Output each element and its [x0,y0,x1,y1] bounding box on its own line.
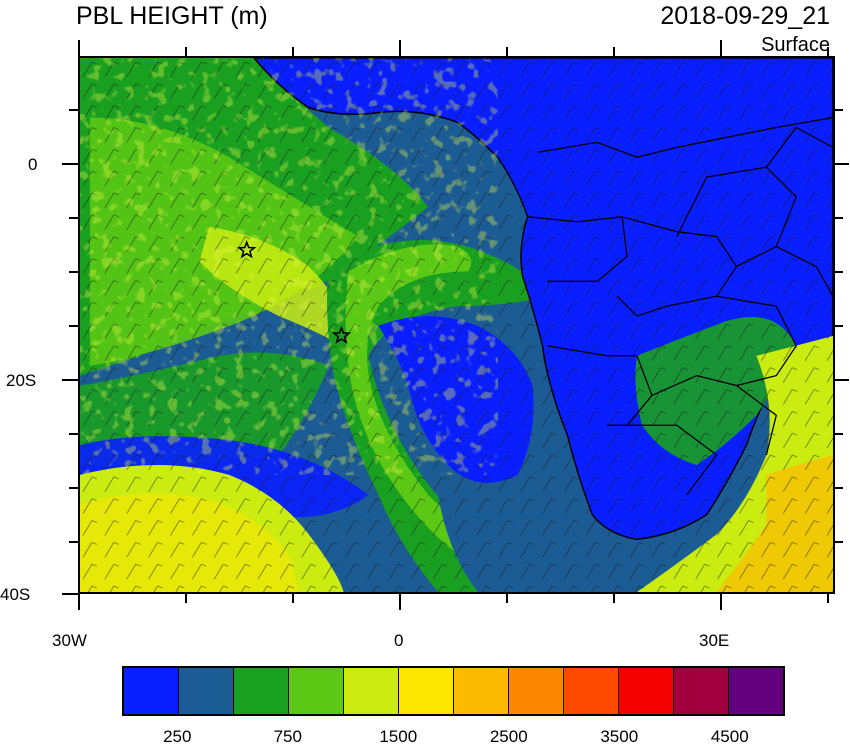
colorbar [122,666,785,716]
colorbar-swatch [234,668,289,714]
star-marker [331,325,352,344]
marker-layer [237,240,352,344]
level-label: Surface [761,34,830,56]
star-marker [237,240,257,259]
lon-tick-30w: 30W [52,631,87,650]
map-panel [78,56,835,594]
colorbar-swatch [289,668,344,714]
colorbar-swatch [399,668,454,714]
lat-tick-40s: 40S [0,585,31,604]
colorbar-label: 4500 [710,727,749,746]
colorbar-label: 2500 [489,727,528,746]
colorbar-swatch [124,668,179,714]
colorbar-swatch [509,668,564,714]
colorbar-swatch [674,668,729,714]
colorbar-swatch [344,668,399,714]
chart-title: PBL HEIGHT (m) [76,2,268,30]
pbl-speckle-texture [80,58,498,475]
valid-datetime: 2018-09-29_21 [660,2,830,30]
lat-tick-0: 0 [28,155,38,174]
lon-tick-30e: 30E [699,631,730,650]
colorbar-swatch [179,668,234,714]
colorbar-swatch [619,668,674,714]
lon-tick-0: 0 [394,631,404,650]
colorbar-label: 750 [273,727,302,746]
colorbar-label: 3500 [600,727,639,746]
colorbar-swatch [564,668,619,714]
colorbar-label: 250 [163,727,192,746]
pbl-height-map [80,58,833,592]
colorbar-label: 1500 [379,727,418,746]
lat-tick-20s: 20S [6,371,37,390]
colorbar-swatch [729,668,783,714]
colorbar-swatch [454,668,509,714]
